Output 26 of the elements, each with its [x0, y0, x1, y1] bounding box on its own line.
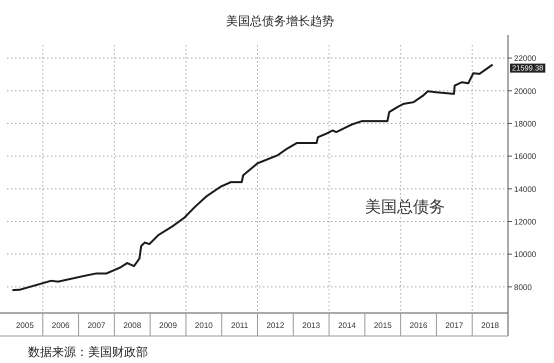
y-tick-label: 8000	[514, 282, 532, 292]
x-tick-label: 2012	[266, 321, 285, 330]
y-tick-label: 22000	[514, 54, 537, 64]
x-tick-label: 2009	[159, 321, 178, 330]
x-tick-label: 2018	[481, 321, 500, 330]
chart-title: 美国总债务增长趋势	[226, 14, 334, 28]
x-tick-label: 2016	[410, 321, 428, 330]
x-tick-label: 2010	[194, 321, 214, 330]
y-tick-label: 12000	[514, 217, 537, 226]
x-tick-label: 2007	[88, 321, 106, 330]
x-tick-label: 2014	[338, 321, 356, 330]
y-tick-label: 16000	[514, 152, 537, 162]
y-tick-label: 14000	[514, 184, 537, 194]
y-tick-label: 10000	[514, 250, 537, 260]
x-tick-label: 2017	[445, 321, 464, 330]
x-tick-label: 2015	[374, 321, 392, 330]
x-tick-label: 2011	[231, 321, 249, 330]
line-series	[11, 64, 494, 292]
annotation: 美国总债务	[365, 197, 445, 216]
y-tick-label: 20000	[514, 86, 537, 96]
x-tick-label: 2006	[52, 321, 70, 330]
y-tick-label: 18000	[514, 119, 537, 128]
x-tick-label: 2008	[123, 321, 142, 330]
source-note: 数据来源：美国财政部	[28, 345, 148, 359]
x-tick-label: 2013	[302, 321, 321, 330]
x-tick-label: 2005	[16, 321, 34, 330]
